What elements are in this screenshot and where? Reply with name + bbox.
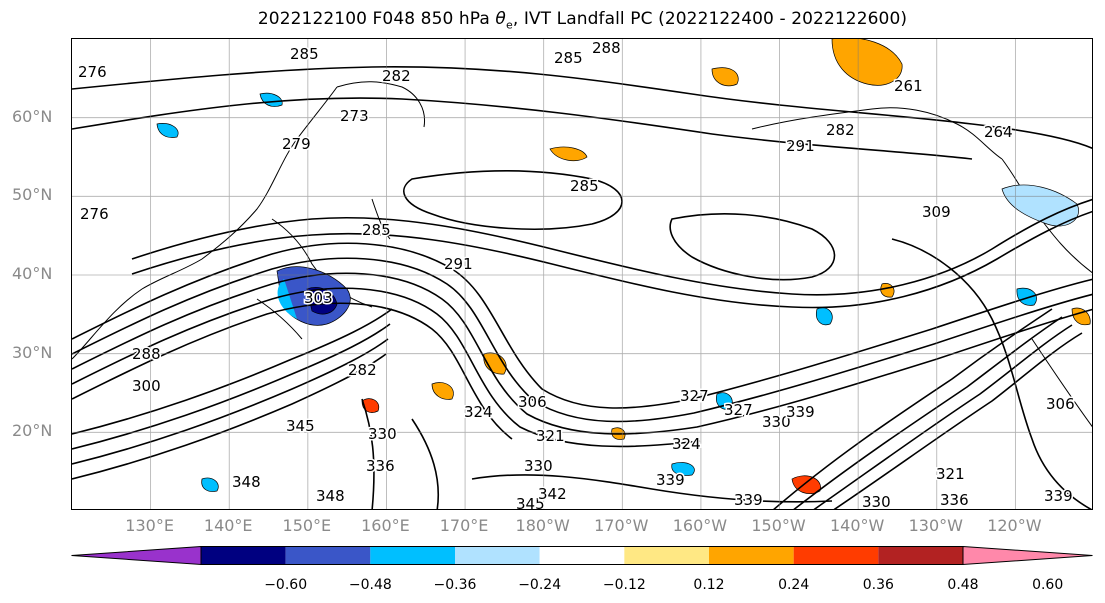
longitude-label: 140°W [829,516,885,535]
longitude-label: 160°E [361,516,410,535]
contour-label: 306 [1046,395,1075,413]
colorbar-outline [200,546,964,565]
longitude-label: 140°E [203,516,253,535]
colorbar-tick-label: −0.24 [518,577,562,593]
colorbar-tick-label: −0.36 [433,577,477,593]
contour-label: 321 [536,427,565,445]
contour-label-layer: 276 285 282 288 285 279 276 273 285 291 291 282 261 2… [77,39,1077,510]
contour-label: 285 [362,221,391,239]
contour-label: 336 [940,491,969,509]
colorbar-over-extension [962,546,1093,566]
contour-label: 261 [894,77,923,95]
colorbar-segment [624,546,709,565]
contour-label: 282 [826,121,855,139]
contour-label: 348 [316,487,345,505]
contour-label: 330 [862,493,891,510]
contour-label: 309 [922,203,951,221]
longitude-label: 150°E [282,516,332,535]
theta-subscript: e [505,18,513,32]
contour-label: 330 [762,413,791,431]
colorbar-segment [285,546,371,565]
contour-label: 327 [724,401,753,419]
map-panel: 276 285 282 288 285 279 276 273 285 291 291 282 261 2… [71,38,1093,510]
contour-label: 327 [680,387,709,405]
contour-label: 324 [464,403,493,421]
longitude-label: 160°W [672,516,728,535]
contour-label: 276 [80,205,109,223]
colorbar-segment [793,546,879,565]
contour-label: 303 [304,289,333,307]
colorbar-tick-label: 0.48 [947,577,979,593]
contour-label: 288 [132,345,161,363]
colorbar-segment [201,546,286,565]
gridlines [72,39,1092,509]
contour-label: 345 [516,495,545,510]
contour-label: 339 [786,403,815,421]
colorbar-tick-label: 0.12 [693,577,725,593]
map-title: 2022122100 F048 850 hPa θe, IVT Landfall… [0,9,1105,31]
latitude-label: 60°N [12,106,53,126]
longitude-label: 180°W [515,516,570,535]
contour-label: 285 [290,45,319,63]
latitude-label: 20°N [12,421,53,441]
contour-label: 336 [366,457,395,475]
colorbar-segment [455,546,540,565]
longitude-label: 120°W [987,516,1042,535]
contour-label: 285 [570,177,599,195]
longitude-label: 130°E [125,516,174,535]
colorbar-tick-label: 0.36 [862,577,894,593]
title-suffix: , IVT Landfall PC (2022122400 - 20221226… [512,9,908,29]
title-prefix: 2022122100 F048 850 hPa [257,9,496,29]
contour-label: 300 [132,377,161,395]
longitude-label: 170°W [594,516,649,535]
colorbar-under-extension [71,546,202,566]
contour-label: 339 [656,471,685,489]
contour-label: 279 [282,135,311,153]
contour-label: 306 [518,393,547,411]
colorbar-segment [709,546,794,565]
longitude-label: 150°W [751,516,806,535]
colorbar-segment [370,546,455,565]
colorbar-segment [539,546,625,565]
contour-label: 330 [524,457,553,475]
contour-label: 339 [1044,487,1073,505]
colorbar-tick-label: −0.12 [602,577,646,593]
contour-label: 324 [672,435,701,453]
contour-label: 273 [340,107,369,125]
longitude-label: 130°W [908,516,963,535]
map-canvas: 276 285 282 288 285 279 276 273 285 291 291 282 261 2… [72,39,1092,510]
theta-e-contours [72,66,1092,509]
contour-label: 288 [592,39,621,57]
contour-label: 345 [286,417,315,435]
ivt-shading [156,39,1091,494]
latitude-label: 50°N [12,185,53,205]
contour-label: 282 [382,67,411,85]
contour-label: 285 [554,49,583,67]
latitude-label: 30°N [12,342,53,362]
coastlines [72,81,1092,428]
colorbar-tick-label: −0.60 [264,577,308,593]
longitude-label: 170°E [439,516,489,535]
contour-label: 321 [936,465,965,483]
contour-label: 330 [368,425,397,443]
contour-label: 291 [444,255,473,273]
colorbar-tick-label: 0.24 [778,577,810,593]
colorbar-tick-label: 0.60 [1032,577,1064,593]
colorbar-tick-label: −0.48 [348,577,392,593]
colorbar-segment [878,546,963,565]
contour-label: 348 [232,473,261,491]
contour-label: 276 [78,63,107,81]
contour-label: 291 [786,137,815,155]
contour-label: 282 [348,361,377,379]
contour-label: 342 [538,485,567,503]
contour-label: 264 [984,123,1013,141]
latitude-label: 40°N [12,264,53,283]
contour-label: 339 [734,491,763,509]
theta-symbol: θ [495,9,506,29]
colorbar [71,546,1093,566]
